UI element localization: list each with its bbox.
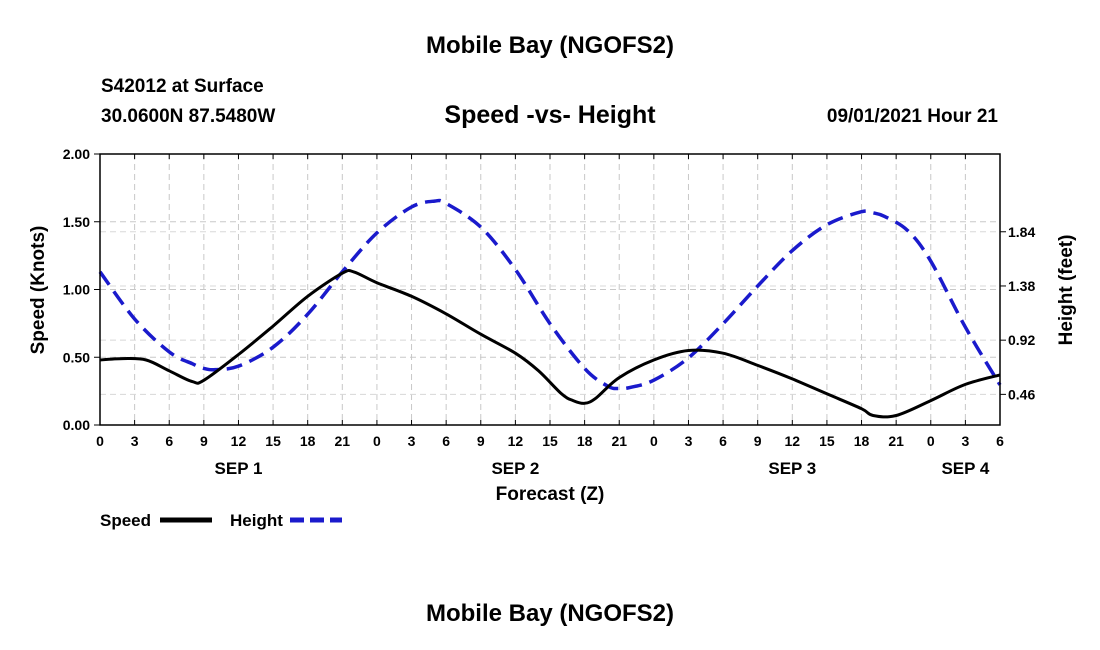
x-tick-label: 21	[888, 433, 904, 449]
chart-axes: 0 3 6 9 12 15 18 21 0 3 6 9 12 15 18 21 0 3 6 9 12 15 18 21 0 3 6 0…	[63, 146, 1036, 478]
legend-speed-label: Speed	[100, 511, 151, 530]
x-tick-label: 21	[335, 433, 351, 449]
x-tick-label: 18	[300, 433, 316, 449]
x-tick-label: 0	[96, 433, 104, 449]
x-tick-label: 3	[131, 433, 139, 449]
series-layer	[98, 198, 1002, 419]
x-tick-label: 15	[265, 433, 281, 449]
x-tick-label: 18	[854, 433, 870, 449]
page-footer-title: Mobile Bay (NGOFS2)	[425, 600, 675, 627]
y-tick-label: 1.00	[63, 282, 90, 298]
date-label: SEP 3	[768, 459, 816, 478]
legend: Speed Height	[100, 511, 342, 530]
y2-tick-label: 1.38	[1008, 278, 1035, 294]
x-tick-label: 18	[577, 433, 593, 449]
x-axis-label: Forecast (Z)	[496, 484, 605, 505]
x-tick-label: 0	[373, 433, 381, 449]
x-tick-label: 3	[408, 433, 416, 449]
x-tick-label: 12	[508, 433, 524, 449]
speed-series-line	[99, 268, 1001, 419]
date-label: SEP 4	[941, 459, 989, 478]
forecast-datetime: 09/01/2021 Hour 21	[826, 106, 998, 127]
x-tick-label: 6	[996, 433, 1004, 449]
x-tick-label: 21	[611, 433, 627, 449]
y2-tick-label: 1.84	[1008, 224, 1035, 240]
x-tick-label: 6	[719, 433, 727, 449]
height-series-line	[98, 198, 1002, 391]
station-label: S42012 at Surface	[101, 76, 264, 97]
date-label: SEP 2	[491, 459, 539, 478]
x-tick-label: 15	[542, 433, 558, 449]
x-tick-label: 6	[442, 433, 450, 449]
y-tick-label: 0.50	[63, 349, 90, 365]
x-tick-label: 9	[477, 433, 485, 449]
y-axis-label: Speed (Knots)	[28, 226, 49, 355]
x-tick-label: 15	[819, 433, 835, 449]
x-tick-label: 3	[961, 433, 969, 449]
x-tick-label: 0	[650, 433, 658, 449]
x-tick-label: 0	[927, 433, 935, 449]
y-tick-label: 0.00	[63, 417, 90, 433]
x-tick-label: 6	[165, 433, 173, 449]
x-tick-label: 3	[685, 433, 693, 449]
y2-axis-label: Height (feet)	[1056, 235, 1077, 346]
x-tick-label: 12	[785, 433, 801, 449]
page-title: Mobile Bay (NGOFS2)	[425, 32, 675, 59]
chart-title: Speed -vs- Height	[444, 101, 656, 129]
x-tick-label: 9	[754, 433, 762, 449]
y-tick-label: 2.00	[63, 146, 90, 162]
y2-tick-label: 0.92	[1008, 332, 1035, 348]
x-tick-label: 12	[231, 433, 247, 449]
x-tick-label: 9	[200, 433, 208, 449]
coordinates-label: 30.0600N 87.5480W	[101, 106, 276, 127]
y2-tick-label: 0.46	[1008, 386, 1035, 402]
legend-height-label: Height	[230, 511, 283, 530]
y-tick-label: 1.50	[63, 214, 90, 230]
date-label: SEP 1	[215, 459, 263, 478]
